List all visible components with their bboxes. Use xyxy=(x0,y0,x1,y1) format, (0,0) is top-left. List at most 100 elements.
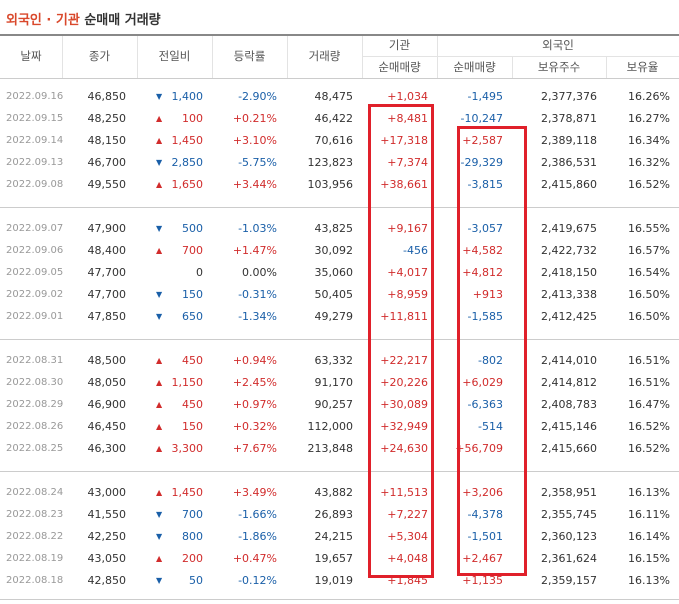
ratio-cell: 16.51% xyxy=(628,354,670,367)
group-header: 외국인 xyxy=(542,38,574,52)
ratio-cell: 16.26% xyxy=(628,90,670,103)
shares-cell: 2,415,660 xyxy=(541,442,597,455)
shares-cell: 2,359,157 xyxy=(541,574,597,587)
header-divider xyxy=(62,36,63,78)
inst-cell: +8,481 xyxy=(387,112,428,125)
sub-header: 순매매량 xyxy=(453,60,496,74)
date-cell: 2022.08.22 xyxy=(6,531,64,542)
close-cell: 46,300 xyxy=(87,442,127,455)
inst-cell: -456 xyxy=(403,244,428,257)
change-cell: 650 xyxy=(182,310,203,323)
up-arrow: ▲ xyxy=(156,488,163,497)
shares-cell: 2,377,376 xyxy=(541,90,597,103)
date-cell: 2022.08.29 xyxy=(6,399,64,410)
column-header: 등락률 xyxy=(233,49,266,63)
close-cell: 43,000 xyxy=(87,486,127,499)
volume-cell: 70,616 xyxy=(314,134,354,147)
inst-cell: +7,227 xyxy=(387,508,428,521)
shares-cell: 2,414,010 xyxy=(541,354,597,367)
foreign-cell: -3,057 xyxy=(467,222,503,235)
sub-header: 보유주수 xyxy=(537,60,581,74)
group-separator xyxy=(0,207,679,208)
close-cell: 48,150 xyxy=(87,134,127,147)
foreign-cell: +913 xyxy=(472,288,503,301)
close-cell: 42,850 xyxy=(87,574,127,587)
up-arrow: ▲ xyxy=(156,378,163,387)
up-arrow: ▲ xyxy=(156,114,163,123)
inst-cell: +8,959 xyxy=(387,288,428,301)
close-cell: 47,700 xyxy=(87,266,127,279)
title-rest: 순매매 거래량 xyxy=(84,13,161,28)
change-cell: 1,650 xyxy=(171,178,204,191)
inst-cell: +9,167 xyxy=(387,222,428,235)
inst-cell: +30,089 xyxy=(380,398,428,411)
date-cell: 2022.09.15 xyxy=(6,113,64,124)
up-arrow: ▲ xyxy=(156,136,163,145)
ratio-cell: 16.52% xyxy=(628,442,670,455)
rate-cell: +3.44% xyxy=(232,178,277,191)
ratio-cell: 16.15% xyxy=(628,552,670,565)
title: 외국인 · 기관 순매매 거래량 xyxy=(6,9,161,28)
header-divider xyxy=(362,36,363,78)
ratio-cell: 16.13% xyxy=(628,486,670,499)
volume-cell: 63,332 xyxy=(314,354,354,367)
ratio-cell: 16.57% xyxy=(628,244,670,257)
down-arrow: ▼ xyxy=(156,92,163,101)
header-top-line xyxy=(0,34,679,36)
close-cell: 46,900 xyxy=(87,398,127,411)
volume-cell: 112,000 xyxy=(307,420,354,433)
foreign-cell: +3,206 xyxy=(462,486,503,499)
ratio-cell: 16.34% xyxy=(628,134,670,147)
rate-cell: +0.97% xyxy=(232,398,277,411)
shares-cell: 2,415,860 xyxy=(541,178,597,191)
ratio-cell: 16.55% xyxy=(628,222,670,235)
ratio-cell: 16.50% xyxy=(628,288,670,301)
header-divider xyxy=(437,36,438,78)
close-cell: 42,250 xyxy=(87,530,127,543)
shares-cell: 2,355,745 xyxy=(541,508,597,521)
volume-cell: 30,092 xyxy=(314,244,354,257)
volume-cell: 24,215 xyxy=(314,530,354,543)
sub-header: 보유율 xyxy=(626,60,659,74)
volume-cell: 90,257 xyxy=(314,398,354,411)
shares-cell: 2,422,732 xyxy=(541,244,597,257)
down-arrow: ▼ xyxy=(156,158,163,167)
volume-cell: 46,422 xyxy=(314,112,354,125)
shares-cell: 2,412,425 xyxy=(541,310,597,323)
close-cell: 46,850 xyxy=(87,90,127,103)
inst-cell: +38,661 xyxy=(380,178,428,191)
rate-cell: +3.10% xyxy=(232,134,277,147)
close-cell: 47,850 xyxy=(87,310,127,323)
change-cell: 2,850 xyxy=(171,156,204,169)
date-cell: 2022.08.19 xyxy=(6,553,64,564)
rate-cell: -2.90% xyxy=(238,90,277,103)
date-cell: 2022.09.01 xyxy=(6,311,64,322)
highlight-box xyxy=(457,126,527,576)
rate-cell: -1.66% xyxy=(238,508,277,521)
change-cell: 150 xyxy=(182,288,203,301)
highlight-box xyxy=(368,104,434,578)
shares-cell: 2,414,812 xyxy=(541,376,597,389)
change-cell: 1,450 xyxy=(171,486,204,499)
rate-cell: +0.94% xyxy=(232,354,277,367)
shares-cell: 2,378,871 xyxy=(541,112,597,125)
ratio-cell: 16.13% xyxy=(628,574,670,587)
rate-cell: +2.45% xyxy=(232,376,277,389)
rate-cell: -0.31% xyxy=(238,288,277,301)
inst-cell: +4,048 xyxy=(387,552,428,565)
foreign-cell: +4,582 xyxy=(462,244,503,257)
rate-cell: 0.00% xyxy=(242,266,277,279)
column-header: 거래량 xyxy=(308,49,341,63)
up-arrow: ▲ xyxy=(156,400,163,409)
group-separator xyxy=(0,471,679,472)
volume-cell: 43,882 xyxy=(314,486,354,499)
rate-cell: +0.21% xyxy=(232,112,277,125)
foreign-cell: +4,812 xyxy=(462,266,503,279)
foreign-cell: -10,247 xyxy=(460,112,503,125)
close-cell: 48,500 xyxy=(87,354,127,367)
close-cell: 47,900 xyxy=(87,222,127,235)
up-arrow: ▲ xyxy=(156,356,163,365)
group-header: 기관 xyxy=(388,38,411,52)
up-arrow: ▲ xyxy=(156,246,163,255)
up-arrow: ▲ xyxy=(156,180,163,189)
